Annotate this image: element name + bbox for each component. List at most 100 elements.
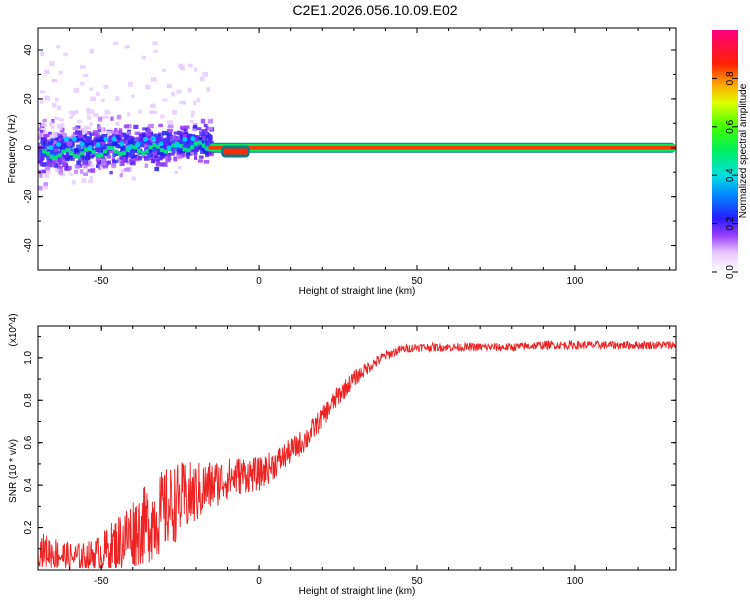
spectrogram-trace-cell: [156, 144, 161, 149]
spectrogram-noise-cell: [58, 133, 63, 139]
spectrogram-noise-cell: [141, 55, 146, 60]
spectrogram-trace-cell: [201, 143, 206, 148]
spectrogram-trace-cell: [158, 141, 164, 147]
spectrogram-noise-cell: [178, 140, 184, 145]
snr-y-tick-label: 0.2: [23, 520, 34, 534]
spectrogram-noise-cell: [51, 78, 58, 83]
spectrogram-trace-cell: [197, 140, 202, 145]
spectrogram-noise-cell: [172, 109, 177, 115]
spectrogram-noise-cell: [66, 141, 73, 146]
spectrogram-noise-cell: [39, 98, 44, 104]
spectrogram-noise-cell: [59, 118, 64, 122]
spectrogram-noise-cell: [62, 143, 67, 147]
spectrogram-trace-cell: [137, 148, 142, 153]
spectrogram-noise-cell: [121, 157, 126, 162]
spectrogram-trace-cell: [72, 154, 77, 159]
spectrogram-noise-cell: [51, 145, 58, 150]
spectrogram-noise-cell: [67, 136, 74, 140]
spectrogram-noise-cell: [138, 155, 142, 161]
spectrogram-trace-cell: [118, 152, 123, 157]
spectrogram-noise-cell: [209, 141, 214, 145]
spectrogram-noise-cell: [178, 63, 184, 69]
spectrogram-noise-cell: [173, 131, 179, 135]
colorbar-tick-label: 0.8: [725, 71, 736, 85]
spectrogram-noise-cell: [131, 137, 135, 142]
spectrogram-noise-cell: [87, 168, 94, 173]
spectrogram-noise-cell: [168, 152, 175, 156]
spectrogram-y-tick-label: 20: [23, 93, 34, 105]
spectrogram-noise-cell: [147, 137, 151, 142]
spectrogram-panel: [38, 41, 676, 191]
spectrogram-noise-cell: [83, 164, 88, 169]
spectrogram-noise-cell: [52, 132, 58, 138]
spectrogram-trace-cell: [103, 136, 109, 142]
spectrogram-noise-cell: [203, 159, 210, 164]
spectrogram-noise-cell: [83, 134, 87, 139]
spectrogram-noise-cell: [193, 153, 197, 159]
spectrogram-noise-cell: [66, 165, 72, 171]
snr-series-line: [38, 339, 676, 569]
spectrogram-noise-cell: [109, 170, 113, 175]
spectrogram-noise-cell: [113, 143, 117, 147]
spectrogram-x-label: Height of straight line (km): [299, 286, 416, 297]
spectrogram-noise-cell: [205, 153, 209, 158]
spectrogram-noise-cell: [138, 109, 142, 114]
spectrogram-noise-cell: [207, 137, 212, 142]
spectrogram-noise-cell: [192, 126, 197, 132]
spectrogram-noise-cell: [76, 144, 82, 150]
spectrogram-noise-cell: [127, 139, 133, 144]
spectrogram-noise-cell: [190, 113, 194, 118]
spectrogram-noise-cell: [76, 160, 81, 165]
spectrogram-noise-cell: [94, 147, 101, 152]
spectrogram-noise-cell: [176, 154, 183, 160]
spectrogram-trace-cell: [182, 147, 187, 152]
spectrogram-noise-cell: [162, 68, 166, 73]
spectrogram-trace-cell: [133, 145, 138, 150]
spectrogram-noise-cell: [206, 87, 211, 92]
colorbar: [712, 30, 738, 272]
spectrogram-noise-cell: [62, 132, 68, 138]
spectrogram-noise-cell: [142, 127, 148, 131]
spectrogram-noise-cell: [88, 109, 95, 114]
spectrogram-noise-cell: [44, 69, 50, 75]
spectrogram-noise-cell: [83, 74, 89, 78]
spectrogram-noise-cell: [53, 148, 58, 153]
spectrogram-noise-cell: [38, 135, 42, 140]
spectrogram-noise-cell: [79, 169, 84, 174]
spectrogram-noise-cell: [63, 52, 68, 57]
spectrogram-noise-cell: [42, 118, 47, 123]
spectrogram-noise-cell: [179, 149, 185, 155]
spectrogram-noise-cell: [155, 137, 160, 143]
spectrogram-noise-cell: [89, 139, 95, 143]
spectrogram-noise-cell: [60, 127, 65, 133]
spectrogram-noise-cell: [46, 155, 52, 160]
spectrogram-noise-cell: [59, 144, 63, 149]
spectrogram-noise-cell: [202, 71, 209, 77]
spectrogram-noise-cell: [96, 160, 101, 166]
spectrogram-noise-cell: [97, 149, 101, 155]
spectrogram-noise-cell: [43, 154, 48, 158]
spectrogram-noise-cell: [48, 150, 55, 155]
spectrogram-noise-cell: [131, 94, 135, 99]
spectrogram-noise-cell: [44, 167, 51, 171]
spectrogram-noise-cell: [205, 126, 209, 131]
spectrogram-noise-cell: [40, 140, 46, 145]
spectrogram-noise-cell: [56, 123, 63, 129]
spectrogram-noise-cell: [107, 160, 111, 165]
spectrogram-noise-cell: [160, 114, 165, 119]
spectrogram-noise-cell: [167, 124, 174, 129]
spectrogram-noise-cell: [57, 168, 63, 173]
spectrogram-noise-cell: [95, 138, 101, 143]
spectrogram-noise-cell: [79, 81, 85, 86]
spectrogram-noise-cell: [130, 149, 135, 155]
spectrogram-noise-cell: [88, 142, 94, 148]
spectrogram-noise-cell: [71, 133, 76, 139]
spectrogram-noise-cell: [51, 102, 57, 108]
spectrogram-noise-cell: [126, 131, 132, 135]
spectrogram-noise-cell: [144, 163, 149, 168]
spectrogram-noise-cell: [62, 155, 67, 159]
spectrogram-noise-cell: [166, 128, 173, 133]
spectrogram-noise-cell: [43, 185, 48, 190]
snr-x-tick-label: 50: [411, 576, 423, 587]
spectrogram-noise-cell: [106, 154, 112, 159]
